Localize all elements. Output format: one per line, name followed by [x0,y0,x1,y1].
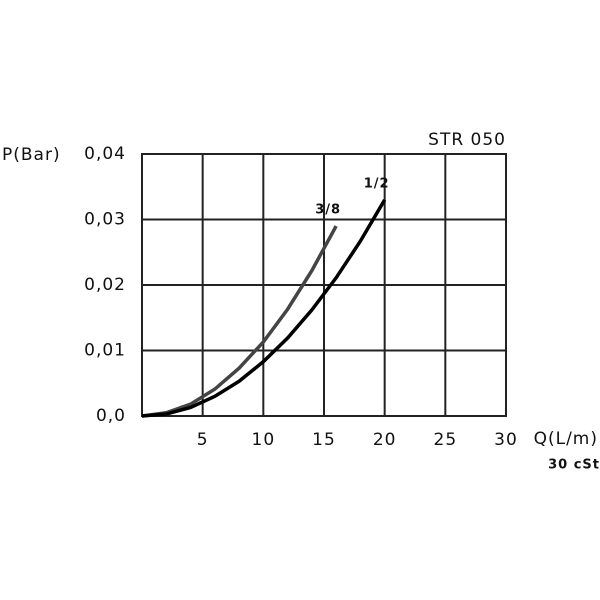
series-label: 3/8 [315,203,341,218]
x-tick-label: 20 [373,430,397,450]
y-tick-label: 0,03 [84,210,126,230]
x-tick-label: 15 [312,430,336,450]
y-tick-label: 0,02 [84,275,126,295]
chart-title: STR 050 [428,130,506,150]
y-tick-label: 0,04 [84,144,126,164]
x-tick-label: 5 [197,430,209,450]
line-series [141,198,387,418]
x-tick-label: 30 [494,430,518,450]
x-axis-label: Q(L/m) [534,429,598,449]
series-label: 1/2 [364,176,390,191]
x-tick-label: 25 [434,430,458,450]
chart-subtitle: 30 cSt [548,458,600,473]
line-series [141,225,338,418]
y-axis-label: P(Bar) [2,145,61,165]
y-tick-label: 0,01 [84,341,126,361]
y-tick-label: 0,0 [96,406,126,426]
x-tick-label: 10 [252,430,276,450]
